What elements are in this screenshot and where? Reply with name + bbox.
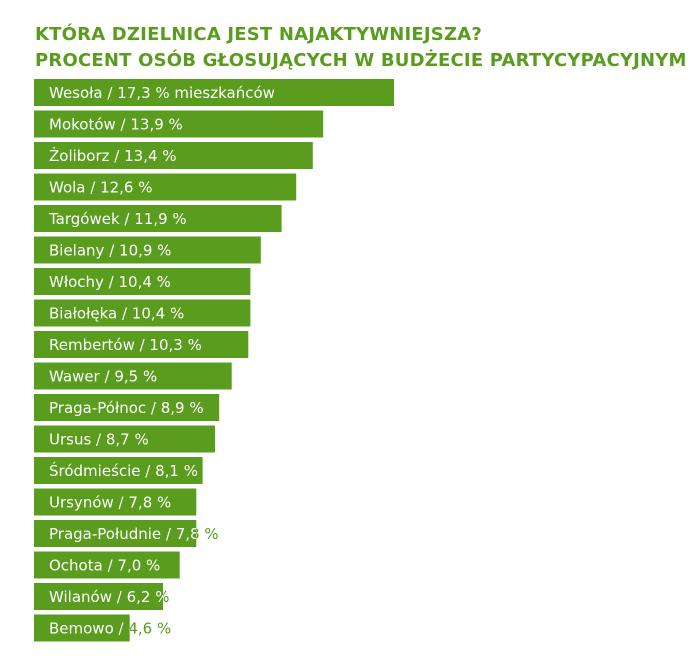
bar-mokotow [34,110,324,138]
bar-rembertow [34,331,249,358]
bar-group-ursynow: Ursynów / 7,8 %Ursynów / 7,8 % [34,488,197,516]
bar-targowek [34,205,282,232]
bar-group-ursus: Ursus / 8,7 %Ursus / 8,7 % [34,425,215,453]
bar-label-targowek: Targówek / 11,9 % [48,210,187,228]
bar-label-overflow-wilanow: Wilanów / 6,2 % [49,588,169,606]
bar-label-bielany: Bielany / 10,9 % [49,242,171,260]
bar-group-mokotow: Mokotów / 13,9 %Mokotów / 13,9 % [34,110,324,138]
bar-group-zoliborz: Żoliborz / 13,4 %Żoliborz / 13,4 % [34,142,313,169]
bar-group-ochota: Ochota / 7,0 %Ochota / 7,0 % [34,551,180,579]
bar-group-targowek: Targówek / 11,9 %Targówek / 11,9 % [34,205,282,232]
bar-label-srodmiescie: Śródmieście / 8,1 % [49,461,198,480]
bar-group-wlochy: Włochy / 10,4 %Włochy / 10,4 % [34,268,251,295]
bar-wilanow [34,583,163,610]
bar-ursynow [34,488,197,516]
bar-label-wilanow: Wilanów / 6,2 % [49,588,169,606]
bar-label-wlochy: Włochy / 10,4 % [49,273,171,291]
bar-ursus [34,425,215,453]
bar-group-srodmiescie: Śródmieście / 8,1 %Śródmieście / 8,1 % [34,457,203,484]
bar-wlochy [34,268,251,295]
chart-title: KTÓRA DZIELNICA JEST NAJAKTYWNIEJSZA? [35,24,482,45]
bar-group-bialoleka: Białołęka / 10,4 %Białołęka / 10,4 % [34,299,251,327]
bar-label-wola: Wola / 12,6 % [49,179,153,197]
bar-srodmiescie [34,457,203,484]
bar-group-wesola: Wesoła / 17,3 % mieszkańcówWesoła / 17,3… [34,79,394,106]
bar-label-ochota: Ochota / 7,0 % [49,557,160,575]
chart-subtitle: PROCENT OSÓB GŁOSUJĄCYCH W BUDŻECIE PART… [35,50,687,71]
bar-group-praga-polnoc: Praga-Północ / 8,9 %Praga-Północ / 8,9 % [34,394,220,421]
bar-label-bialoleka: Białołęka / 10,4 % [49,305,184,323]
bar-label-wawer: Wawer / 9,5 % [49,368,157,386]
bar-label-ursus: Ursus / 8,7 % [49,431,149,449]
bar-wawer [34,362,232,390]
bar-label-overflow-bemowo: Bemowo / 4,6 % [49,620,171,638]
bar-label-wesola: Wesoła / 17,3 % mieszkańców [49,84,275,102]
bar-group-bielany: Bielany / 10,9 %Bielany / 10,9 % [34,236,261,264]
bar-label-praga-poludnie: Praga-Południe / 7,8 % [49,525,219,543]
bar-group-rembertow: Rembertów / 10,3 %Rembertów / 10,3 % [34,331,249,358]
bar-wola [34,173,297,201]
bar-label-mokotow: Mokotów / 13,9 % [49,116,183,134]
bar-label-rembertow: Rembertów / 10,3 % [49,336,202,354]
bar-label-ursynow: Ursynów / 7,8 % [49,494,171,512]
bar-bielany [34,236,261,264]
bar-group-praga-poludnie: Praga-Południe / 7,8 %Praga-Południe / 7… [34,520,219,547]
bar-label-bemowo: Bemowo / 4,6 % [49,620,171,638]
bar-group-wola: Wola / 12,6 %Wola / 12,6 % [34,173,297,201]
bar-bialoleka [34,299,251,327]
bar-group-wilanow: Wilanów / 6,2 %Wilanów / 6,2 % [34,583,169,610]
bar-group-bemowo: Bemowo / 4,6 %Bemowo / 4,6 % [34,614,171,642]
bar-zoliborz [34,142,313,169]
bar-label-overflow-praga-poludnie: Praga-Południe / 7,8 % [49,525,219,543]
bar-wesola [34,79,394,106]
bar-ochota [34,551,180,579]
bar-bemowo [34,614,130,642]
bar-praga-poludnie [34,520,197,547]
bar-label-praga-polnoc: Praga-Północ / 8,9 % [49,399,204,417]
bar-praga-polnoc [34,394,220,421]
bar-group-wawer: Wawer / 9,5 %Wawer / 9,5 % [34,362,232,390]
bar-label-zoliborz: Żoliborz / 13,4 % [49,146,177,165]
